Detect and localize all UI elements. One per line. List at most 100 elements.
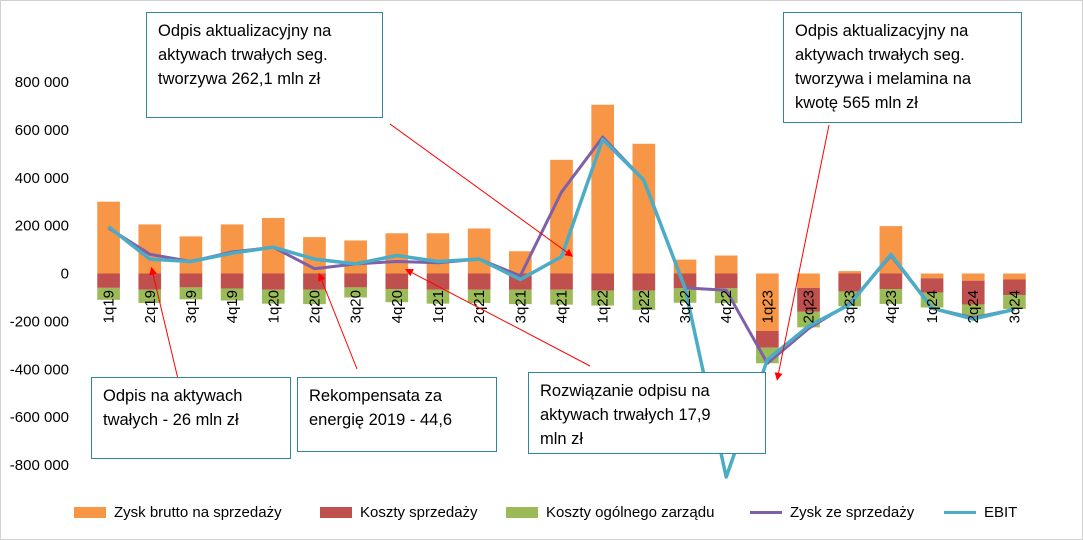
y-tick-label: -800 000 <box>10 457 69 474</box>
bar-3-1q22 <box>591 290 614 306</box>
bar-1-3q23 <box>838 271 862 274</box>
bars-layer <box>97 104 1026 364</box>
bar-2-3q19 <box>179 273 203 288</box>
x-tick-label: 2q23 <box>801 290 818 323</box>
y-tick-labels: 800 000 600 000 400 000 200 000 0 -200 000 -40… <box>10 74 69 474</box>
y-tick-label: 200 000 <box>15 218 69 235</box>
legend-item-ebit: EBIT <box>944 502 1017 522</box>
bar-1-3q20 <box>344 240 367 274</box>
legend-label: Koszty ogólnego zarządu <box>546 503 715 521</box>
bar-3-1q19 <box>97 287 120 300</box>
legend-line <box>944 510 976 514</box>
x-tick-label: 1q23 <box>759 290 776 323</box>
annotation-arrow <box>317 272 358 370</box>
bar-2-3q20 <box>344 273 367 288</box>
annotation-line: aktywach trwałych seg. <box>795 46 965 64</box>
bar-2-1q20 <box>261 273 285 290</box>
bar-3-2q20 <box>303 289 326 305</box>
annotation-arrow <box>774 124 830 381</box>
annotation-arrow <box>149 266 179 380</box>
x-tick-label: 4q23 <box>883 290 900 323</box>
x-tick-label: 3q21 <box>512 290 529 323</box>
x-tick-label: 1q19 <box>101 290 118 323</box>
bar-1-1q19 <box>97 201 120 274</box>
x-tick-label: 4q19 <box>224 290 241 323</box>
annotation-line: energię 2019 - 44,6 <box>309 411 453 429</box>
legend-label: EBIT <box>984 503 1018 521</box>
x-tick-labels: 1q19 2q19 3q19 4q19 1q20 2q20 3q20 4q20 1q21 2q21… <box>101 290 1024 323</box>
bar-2-4q20 <box>385 273 409 290</box>
bar-3-1q24 <box>920 292 944 308</box>
annotation-line: Odpis na aktywach <box>103 387 243 405</box>
bar-2-2q23 <box>797 287 820 312</box>
y-tick-label: 0 <box>61 266 69 283</box>
bar-3-2q21 <box>467 289 491 303</box>
bar-1-4q22 <box>714 255 738 274</box>
bar-2-4q19 <box>220 273 244 289</box>
x-tick-label: 4q20 <box>389 290 406 323</box>
annotation-box-writeoff-reversal: Rozwiązanie odpisu na aktywach trwałych … <box>528 372 766 454</box>
legend-label: Zysk ze sprzedaży <box>790 503 915 521</box>
annotation-line: Odpis aktualizacyjny na <box>158 22 332 40</box>
bar-3-3q19 <box>179 287 203 300</box>
bar-1-4q20 <box>385 233 409 274</box>
bar-3-2q22 <box>632 290 656 310</box>
legend-label: Zysk brutto na sprzedaży <box>114 503 282 521</box>
x-tick-label: 1q24 <box>924 290 941 323</box>
legend-swatch <box>74 506 106 518</box>
y-tick-label: 400 000 <box>15 170 69 187</box>
bar-3-3q24 <box>1003 295 1026 309</box>
annotation-box-energy-compensation: Rekompensata za energię 2019 - 44,6 <box>297 377 497 452</box>
bar-1-2q24 <box>961 273 985 281</box>
bar-2-4q22 <box>714 273 738 289</box>
x-tick-label: 2q21 <box>471 290 488 323</box>
annotation-line: Rekompensata za <box>309 387 442 405</box>
bar-2-4q21 <box>550 273 573 290</box>
bar-1-1q22 <box>591 104 614 274</box>
annotation-arrow <box>389 123 574 257</box>
legend: Zysk brutto na sprzedaży Koszty sprzedaż… <box>0 498 1083 528</box>
bar-1-2q21 <box>467 228 491 274</box>
bar-2-2q24 <box>961 280 985 305</box>
x-tick-label: 2q24 <box>965 290 982 323</box>
bar-1-3q21 <box>509 251 532 274</box>
bar-2-1q22 <box>591 273 614 291</box>
x-tick-label: 3q22 <box>677 290 694 323</box>
annotation-line: twałych - 26 mln zł <box>103 411 239 429</box>
bar-1-2q23 <box>797 273 820 288</box>
bar-2-2q21 <box>467 273 491 290</box>
bar-3-4q21 <box>550 289 573 305</box>
annotation-arrow <box>405 268 591 367</box>
bar-3-2q19 <box>138 289 162 303</box>
bar-3-3q21 <box>509 289 532 305</box>
bar-3-3q20 <box>344 287 367 298</box>
x-tick-label: 1q20 <box>265 290 282 323</box>
x-tick-label: 3q24 <box>1006 290 1023 323</box>
legend-item-sales-profit: Zysk ze sprzedaży <box>750 502 914 522</box>
legend-line <box>750 510 782 514</box>
bar-1-3q24 <box>1003 273 1026 280</box>
annotation-box-plastics-writeoff: Odpis aktualizacyjny na aktywach trwałyc… <box>146 12 383 118</box>
y-tick-label: 600 000 <box>15 122 69 139</box>
annotation-line: mln zł <box>540 430 584 448</box>
x-tick-label: 2q20 <box>306 290 323 323</box>
bar-1-1q21 <box>426 233 450 274</box>
bar-2-1q24 <box>920 278 944 293</box>
legend-item-gross-profit: Zysk brutto na sprzedaży <box>74 502 282 522</box>
bar-2-2q22 <box>632 273 656 291</box>
legend-item-admin-costs: Koszty ogólnego zarządu <box>506 502 714 522</box>
x-tick-label: 3q20 <box>348 290 365 323</box>
x-tick-label: 4q21 <box>554 290 571 323</box>
annotation-box-asset-writeoff: Odpis na aktywach twałych - 26 mln zł <box>91 377 291 459</box>
bar-2-4q23 <box>879 273 903 290</box>
legend-swatch <box>506 506 538 518</box>
bar-1-1q24 <box>920 273 944 279</box>
annotation-line: aktywach trwałych seg. <box>158 46 328 64</box>
x-tick-label: 3q23 <box>842 290 859 323</box>
y-tick-label: -200 000 <box>10 313 69 330</box>
annotation-line: Odpis aktualizacyjny na <box>795 22 969 40</box>
bar-3-1q21 <box>426 289 450 304</box>
legend-item-selling-costs: Koszty sprzedaży <box>320 502 478 522</box>
y-tick-label: 800 000 <box>15 74 69 91</box>
